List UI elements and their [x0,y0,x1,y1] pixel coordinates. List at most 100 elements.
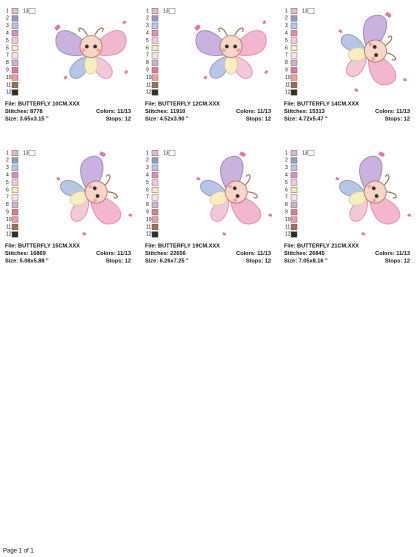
swatch [290,89,298,96]
size: Size: 5.08x5.88 " [5,258,49,264]
swatch [151,15,159,22]
size: Size: 7.05x8.16 " [284,258,328,264]
swatch-number: 11 [285,82,290,88]
swatch [11,30,19,37]
swatch [151,52,159,59]
swatch [11,15,19,22]
butterfly-image [191,147,274,239]
size: Size: 4.72x5.47 " [284,116,328,122]
swatch-number: 6 [285,187,288,193]
swatch-number: 13 [23,8,29,14]
swatch [290,7,298,14]
swatch [168,149,176,156]
swatch [11,201,19,208]
swatch [11,179,19,186]
swatch-number: 5 [6,180,9,186]
swatch-number: 9 [285,210,288,216]
swatch [290,179,298,186]
butterfly-image [193,19,269,81]
swatch [290,59,298,66]
swatch-number: 6 [6,45,9,51]
swatch-number: 4 [285,173,288,179]
swatch-number: 11 [146,82,151,88]
swatch-number: 10 [146,217,152,223]
swatch-number: 10 [6,217,12,223]
butterfly-image [53,19,129,81]
swatch-number: 6 [6,187,9,193]
swatch-number: 5 [146,38,149,44]
swatch-number: 10 [285,75,291,81]
swatch [11,172,19,179]
stitches: Stitches: 22656 [145,251,186,257]
swatch [11,52,19,59]
swatch-number: 12 [146,232,152,238]
swatch [11,157,19,164]
swatch-number: 2 [146,16,149,22]
swatch [290,164,298,171]
file-name: File: BUTTERFLY 21CM.XXX [284,243,359,249]
stitches: Stitches: 15313 [284,109,325,115]
swatch [290,45,298,52]
swatch [290,15,298,22]
swatch [307,7,315,14]
swatch [11,37,19,44]
swatch [11,186,19,193]
swatch-number: 13 [163,8,169,14]
swatch [290,22,298,29]
butterfly-image [51,147,134,239]
swatch-number: 5 [285,180,288,186]
swatch [11,149,19,156]
file-name: File: BUTTERFLY 14CM.XXX [284,101,359,107]
size: Size: 4.52x3.90 " [145,116,189,122]
swatch-number: 3 [6,23,9,29]
colors: Colors: 11/13 [96,109,131,115]
swatch [290,186,298,193]
butterfly-image [335,9,409,94]
swatch-number: 13 [302,150,308,156]
swatch-number: 12 [6,232,12,238]
swatch [11,7,19,14]
swatch [290,209,298,216]
swatch [290,37,298,44]
swatch-number: 11 [6,224,11,230]
swatch [290,74,298,81]
swatch [151,179,159,186]
swatch [290,194,298,201]
swatch-number: 11 [285,224,290,230]
page-footer: Page 1 of 1 [3,549,34,555]
swatch [11,164,19,171]
swatch-number: 6 [285,45,288,51]
swatch [28,7,36,14]
swatch [290,231,298,238]
swatch [151,216,159,223]
stops: Stops: 12 [246,258,271,264]
swatch [11,81,19,88]
swatch-number: 8 [6,202,9,208]
colors: Colors: 11/13 [96,251,131,257]
swatch [11,231,19,238]
swatch-number: 13 [163,150,169,156]
swatch [307,149,315,156]
swatch [11,59,19,66]
swatch [151,67,159,74]
swatch-number: 10 [6,75,12,81]
swatch [290,81,298,88]
stitches: Stitches: 26845 [284,251,325,257]
swatch [290,223,298,230]
file-name: File: BUTTERFLY 19CM.XXX [145,243,220,249]
swatch-number: 4 [146,173,149,179]
swatch [151,89,159,96]
swatch [168,7,176,14]
colors: Colors: 11/13 [375,251,410,257]
swatch-number: 8 [146,202,149,208]
swatch-number: 2 [285,16,288,22]
swatch-number: 12 [285,232,291,238]
swatch-number: 9 [146,68,149,74]
swatch-number: 7 [285,195,288,201]
swatch-number: 8 [285,202,288,208]
swatch [151,45,159,52]
